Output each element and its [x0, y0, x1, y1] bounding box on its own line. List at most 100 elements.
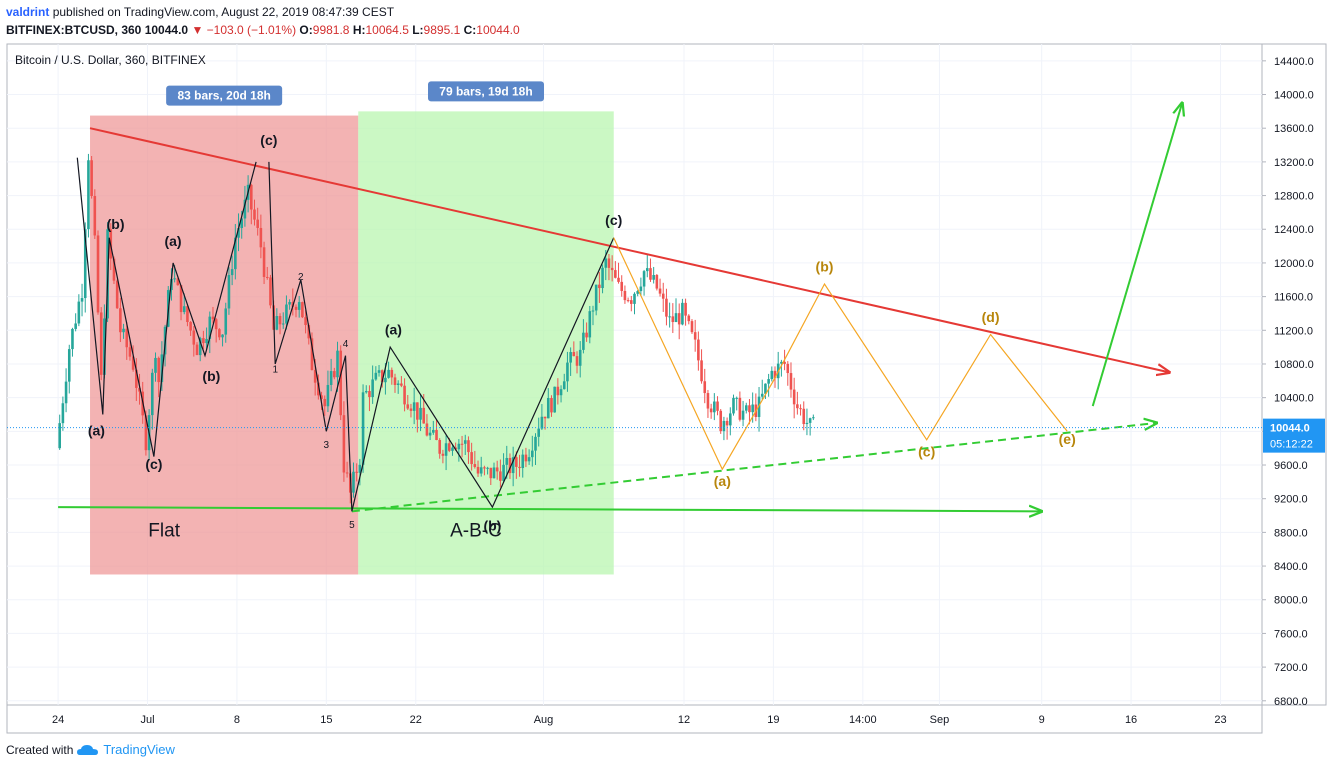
candle-body [690, 321, 694, 333]
candle-body [569, 352, 572, 363]
candle-body [329, 371, 333, 385]
range-badge-label: 83 bars, 20d 18h [177, 89, 270, 103]
candle-body [74, 323, 77, 329]
candle-body [317, 382, 320, 396]
candle-body [125, 328, 129, 348]
candle-body [495, 467, 499, 472]
candle-body [221, 334, 224, 338]
x-tick-label: 12 [678, 714, 690, 726]
wave-label: (a) [88, 423, 105, 439]
candle-body [748, 405, 751, 413]
wave-label: (b) [107, 216, 125, 232]
down-arrow-icon: ▼ [191, 23, 204, 37]
candle-body [499, 471, 502, 481]
x-tick-label: Sep [930, 714, 950, 726]
author-name[interactable]: valdrint [6, 5, 50, 19]
tradingview-brand[interactable]: TradingView [103, 742, 175, 757]
candle-body [483, 467, 486, 469]
candle-body [364, 391, 368, 393]
candle-body [253, 209, 256, 220]
trendline [89, 127, 1169, 372]
candle-body [377, 370, 381, 373]
candle-body [80, 298, 84, 302]
y-tick-label: 14400.0 [1274, 56, 1314, 68]
candle-body [83, 229, 87, 299]
y-tick-label: 9200.0 [1274, 494, 1308, 506]
candle-body [281, 323, 285, 325]
x-tick-label: 22 [410, 714, 422, 726]
y-tick-label: 10400.0 [1274, 393, 1314, 405]
candle-body [531, 450, 534, 458]
candle-body [285, 304, 288, 324]
published-text: published on TradingView.com, August 22,… [52, 5, 395, 19]
x-tick-label: Aug [534, 714, 554, 726]
candle-body [189, 322, 192, 331]
candle-body [674, 313, 678, 323]
candle-body [703, 381, 707, 394]
candle-body [173, 278, 176, 280]
candle-body [534, 436, 537, 451]
candle-body [792, 389, 796, 405]
low-label: L: [412, 23, 424, 37]
candle-body [457, 443, 461, 450]
candle-body [796, 404, 799, 409]
candle-body [783, 361, 786, 364]
candle-body [658, 288, 662, 294]
candle-body [374, 372, 378, 380]
candle-body [508, 457, 512, 474]
candle-body [435, 429, 438, 440]
candle-body [323, 398, 327, 407]
candle-body [211, 316, 215, 320]
candle-body [333, 371, 336, 378]
candle-body [182, 306, 186, 313]
candle-body [198, 338, 202, 356]
symbol-name: BITFINEX:BTCUSD, 360 [6, 23, 142, 37]
candle-body [729, 413, 732, 426]
candle-body [192, 330, 196, 345]
candle-body [122, 328, 125, 333]
y-tick-label: 9600.0 [1274, 460, 1308, 472]
candle-body [67, 349, 71, 382]
candle-body [789, 373, 793, 390]
candle-body [77, 301, 81, 324]
candle-body [623, 290, 627, 301]
open-value: 9981.8 [312, 23, 350, 37]
candle-body [195, 344, 199, 356]
x-tick-label: 15 [320, 714, 332, 726]
zone-caption: Flat [148, 520, 180, 541]
candle-body [275, 316, 279, 330]
high-value: 10064.5 [365, 23, 409, 37]
candle-body [524, 454, 528, 462]
candle-body [227, 275, 231, 309]
wave-label: (e) [1059, 431, 1076, 447]
candle-body [240, 218, 244, 229]
candle-body [61, 403, 65, 424]
last-price-tag [1263, 418, 1325, 453]
bar-countdown: 05:12:22 [1270, 439, 1313, 451]
x-tick-label: 14:00 [849, 714, 877, 726]
candle-body [304, 317, 307, 326]
candle-body [681, 302, 684, 325]
candle-body [128, 347, 132, 357]
candle-body [591, 310, 595, 312]
candle-body [451, 447, 454, 451]
candle-body [732, 397, 735, 414]
candle-body [441, 453, 445, 456]
candle-body [502, 464, 505, 481]
price-change: −103.0 (−1.01%) [206, 23, 297, 37]
candle-body [559, 389, 563, 396]
candle-body [677, 313, 681, 325]
close-value: 10044.0 [476, 23, 520, 37]
trendline [1091, 103, 1182, 407]
candle-body [515, 457, 518, 467]
x-tick-label: 8 [234, 714, 240, 726]
candle-body [160, 354, 164, 383]
x-tick-label: 24 [52, 714, 64, 726]
close-label: C: [463, 23, 477, 37]
candle-body [566, 362, 569, 382]
candle-body [505, 457, 509, 465]
candle-body [352, 471, 355, 493]
candle-body [588, 311, 592, 338]
x-tick-label: 19 [767, 714, 779, 726]
